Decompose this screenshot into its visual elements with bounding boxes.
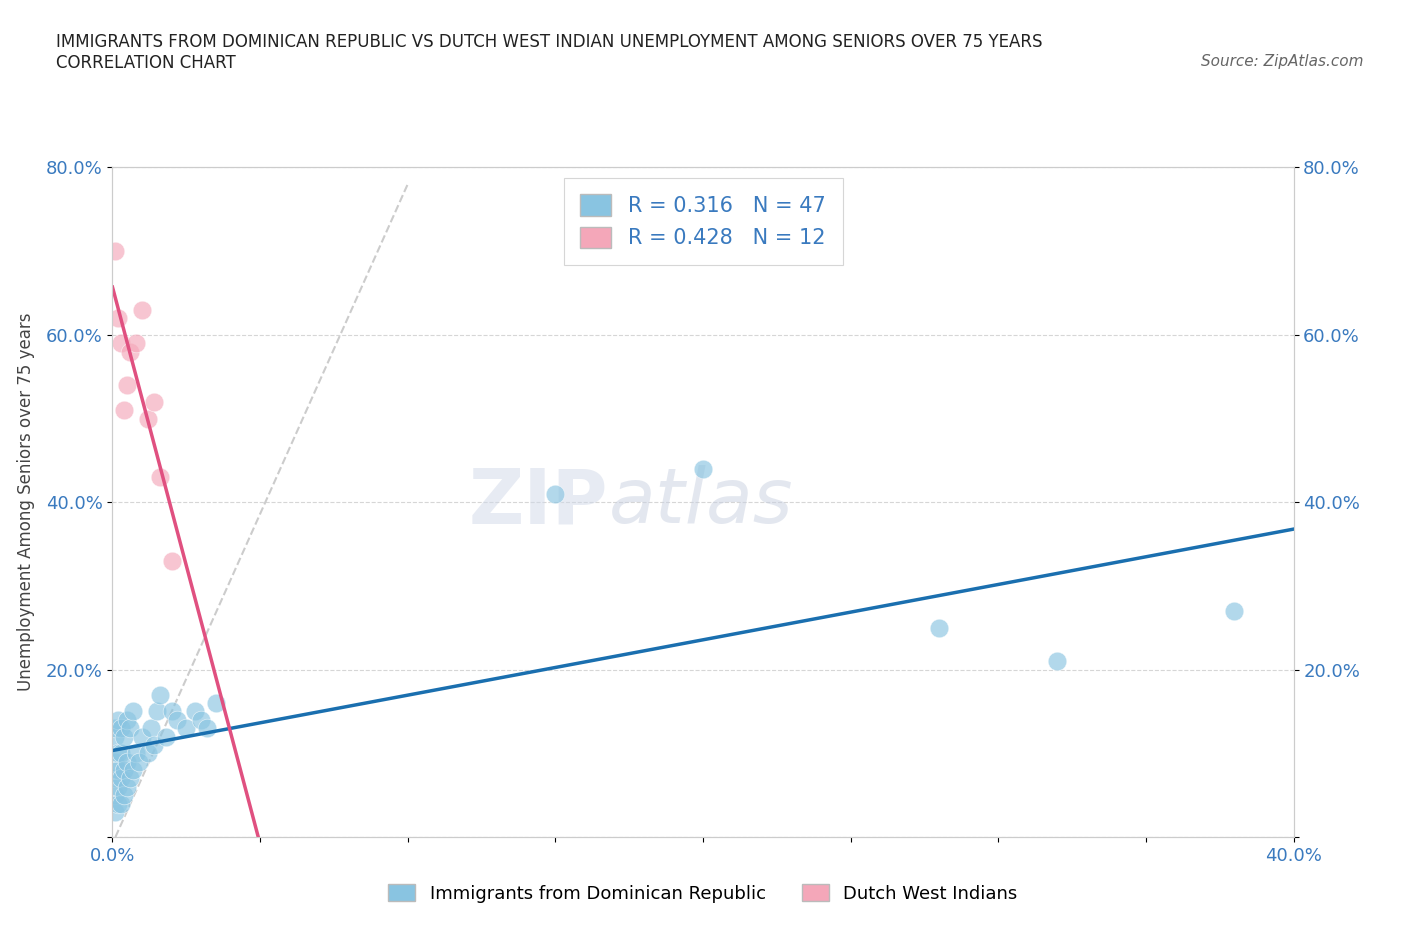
Point [104,729,127,744]
Point [112,763,135,777]
Point [117,779,138,794]
Point [107,763,129,777]
Text: IMMIGRANTS FROM DOMINICAN REPUBLIC VS DUTCH WEST INDIAN UNEMPLOYMENT AMONG SENIO: IMMIGRANTS FROM DOMINICAN REPUBLIC VS DU… [56,33,1043,50]
Point [125,336,148,351]
Point [205,696,228,711]
Point [122,763,145,777]
Legend: R = 0.316   N = 47, R = 0.428   N = 12: R = 0.316 N = 47, R = 0.428 N = 12 [564,178,842,265]
Point [112,788,135,803]
Point [104,771,127,786]
Text: Source: ZipAtlas.com: Source: ZipAtlas.com [1201,54,1364,69]
Text: atlas: atlas [609,465,793,539]
Point [110,336,132,351]
Text: CORRELATION CHART: CORRELATION CHART [56,54,236,72]
Point [110,796,132,811]
Point [110,771,132,786]
Legend: Immigrants from Dominican Republic, Dutch West Indians: Immigrants from Dominican Republic, Dutc… [380,875,1026,911]
Text: ZIP: ZIP [470,465,609,539]
Point [142,394,165,409]
Point [120,344,142,359]
Point [110,721,132,736]
Point [544,486,567,501]
Point [174,721,197,736]
Point [107,311,129,325]
Point [160,704,183,719]
Point [136,746,159,761]
Point [146,704,169,719]
Point [1223,604,1246,618]
Point [166,712,188,727]
Point [131,729,153,744]
Point [128,754,150,769]
Point [1046,654,1069,669]
Point [149,687,172,702]
Point [190,712,212,727]
Point [110,746,132,761]
Point [195,721,218,736]
Point [112,403,135,418]
Point [117,378,138,392]
Point [104,721,127,736]
Point [117,754,138,769]
Point [104,754,127,769]
Point [149,470,172,485]
Point [184,704,207,719]
Point [122,704,145,719]
Point [136,411,159,426]
Point [117,712,138,727]
Point [131,302,153,317]
Point [155,729,177,744]
Point [120,771,142,786]
Point [139,721,162,736]
Point [107,779,129,794]
Point [104,804,127,819]
Point [107,796,129,811]
Y-axis label: Unemployment Among Seniors over 75 years: Unemployment Among Seniors over 75 years [17,313,35,691]
Point [142,737,165,752]
Point [928,620,950,635]
Point [107,746,129,761]
Point [125,746,148,761]
Point [692,461,714,476]
Point [112,729,135,744]
Point [107,712,129,727]
Point [104,788,127,803]
Point [120,721,142,736]
Point [104,244,127,259]
Point [160,553,183,568]
